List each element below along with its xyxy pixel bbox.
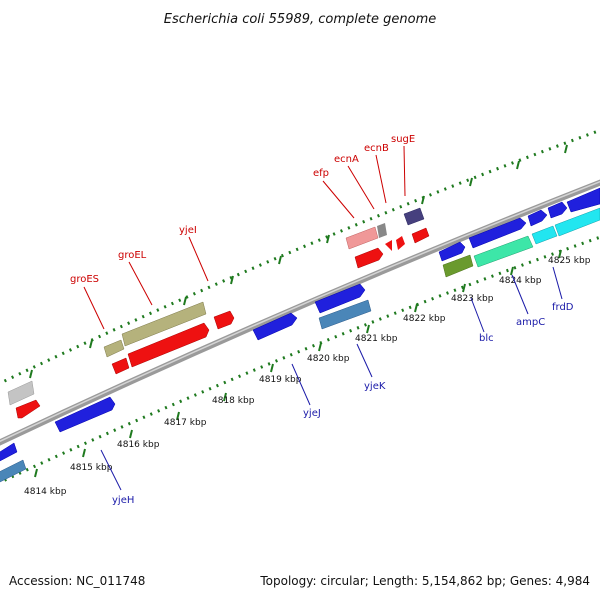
gene-steel-left: [0, 459, 27, 483]
gene-frdD-blue-3: [566, 187, 600, 213]
gene-red-ecnB: [396, 236, 405, 250]
gene-sugE-bar: [403, 207, 425, 226]
kbp-label: 4820 kbp: [307, 354, 350, 364]
gene-frdD-cyan-1: [531, 225, 558, 245]
kbp-label: 4821 kbp: [355, 334, 398, 344]
gene-yjeK-blue: [314, 283, 366, 314]
gene-ampC-green: [473, 235, 534, 268]
gene-gray-far-left: [7, 380, 35, 406]
accession-label: Accession: NC_011748: [9, 574, 145, 588]
gene-label-ampC: ampC: [516, 317, 545, 328]
genome-backbone: [0, 179, 600, 446]
map-title: Escherichia coli 55989, complete genome: [164, 12, 436, 27]
gene-frdD-cyan-2: [554, 207, 600, 237]
forward-gene-labels: [83, 145, 406, 330]
gene-label-groEL: groEL: [118, 250, 147, 261]
kbp-ticks: [29, 144, 568, 478]
gene-red-groES: [111, 357, 130, 375]
kbp-label: 4823 kbp: [451, 294, 494, 304]
kbp-label: 4824 kbp: [499, 276, 542, 286]
gene-red-far-left: [15, 399, 41, 419]
gene-label-frdD: frdD: [552, 302, 574, 313]
gene-red-yjeI: [213, 310, 235, 330]
genome-summary: Topology: circular; Length: 5,154,862 bp…: [259, 574, 590, 588]
gene-label-yjeK: yjeK: [364, 381, 386, 392]
reverse-gene-labels: [100, 266, 563, 491]
gene-label-yjeI: yjeI: [179, 225, 197, 236]
kbp-label: 4815 kbp: [70, 463, 113, 473]
gene-yjeJ-blue: [252, 312, 298, 341]
gene-red-ecnA: [385, 240, 392, 251]
gene-label-yjeH: yjeH: [112, 495, 134, 506]
gene-label-ecnB: ecnB: [364, 143, 389, 154]
gene-ampC-blue: [468, 217, 527, 249]
gene-blc-olive: [442, 254, 474, 278]
gene-label-ecnA: ecnA: [334, 154, 359, 165]
kbp-label: 4825 kbp: [548, 256, 591, 266]
kbp-label: 4822 kbp: [403, 314, 446, 324]
tick-track-forward: [0, 128, 600, 385]
gene-label-efp: efp: [313, 168, 329, 179]
gene-red-groEL: [127, 322, 210, 368]
gene-yjeK-steel: [318, 299, 372, 330]
gene-ecnA-small: [377, 223, 387, 238]
gene-label-groES: groES: [70, 274, 99, 285]
reverse-genes: [0, 187, 600, 483]
gene-groEL-bar: [121, 301, 207, 347]
kbp-label: 4814 kbp: [24, 487, 67, 497]
gene-efp-bar: [345, 226, 379, 250]
tick-track-reverse: [0, 235, 600, 484]
kbp-label: 4818 kbp: [212, 396, 255, 406]
gene-label-blc: blc: [479, 333, 494, 344]
gene-frdD-blue-2: [547, 201, 568, 219]
kbp-labels: 4814 kbp 4815 kbp 4816 kbp 4817 kbp 4818…: [24, 256, 591, 497]
gene-groES-bar: [103, 339, 125, 358]
kbp-label: 4817 kbp: [164, 418, 207, 428]
gene-blc-blue: [438, 241, 466, 262]
forward-genes: [7, 207, 430, 419]
kbp-label: 4819 kbp: [259, 375, 302, 385]
gene-red-sugE: [411, 227, 430, 244]
gene-label-sugE: sugE: [391, 134, 415, 145]
gene-red-efp: [354, 247, 384, 269]
gene-label-yjeJ: yjeJ: [303, 408, 321, 419]
gene-frdD-blue-1: [527, 209, 548, 227]
gene-yjeH-blue: [54, 396, 116, 433]
gene-blue-left: [0, 442, 18, 462]
kbp-label: 4816 kbp: [117, 440, 160, 450]
